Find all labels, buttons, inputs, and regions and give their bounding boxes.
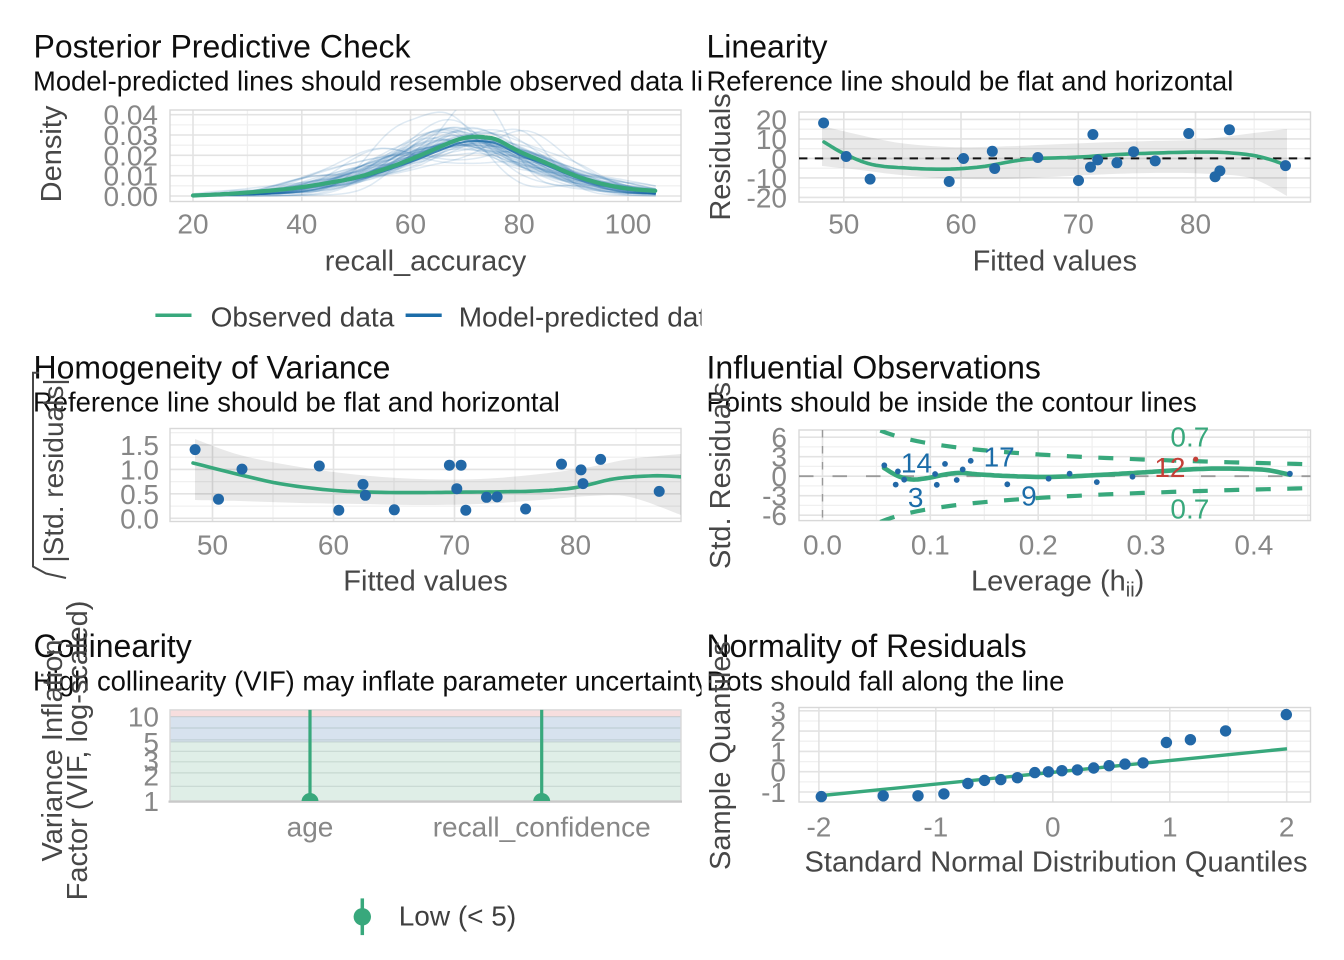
svg-text:0.04: 0.04: [104, 100, 159, 131]
svg-text:6: 6: [771, 422, 787, 453]
svg-text:0: 0: [770, 757, 786, 788]
svg-text:80: 80: [504, 209, 535, 240]
svg-text:3: 3: [143, 746, 159, 777]
svg-text:5: 5: [143, 727, 159, 758]
svg-text:2: 2: [143, 761, 159, 792]
svg-text:0.02: 0.02: [104, 140, 159, 171]
svg-text:100: 100: [605, 209, 652, 240]
svg-text:9: 9: [1021, 481, 1037, 512]
svg-text:Model-predicted data: Model-predicted data: [459, 302, 722, 333]
svg-text:-20: -20: [747, 182, 787, 213]
svg-text:0.00: 0.00: [104, 181, 159, 212]
svg-text:1.0: 1.0: [120, 454, 159, 485]
svg-text:0.0: 0.0: [803, 530, 842, 561]
svg-text:20: 20: [177, 209, 208, 240]
svg-text:Collinearity: Collinearity: [34, 628, 192, 664]
svg-text:40: 40: [286, 209, 317, 240]
svg-text:1: 1: [143, 786, 159, 817]
svg-text:3: 3: [771, 442, 787, 473]
svg-text:Low (< 5): Low (< 5): [399, 901, 517, 932]
svg-text:50: 50: [197, 530, 228, 561]
svg-text:0.7: 0.7: [1170, 422, 1209, 453]
svg-text:Homogeneity of Variance: Homogeneity of Variance: [34, 350, 391, 386]
svg-text:Std. Residuals: Std. Residuals: [705, 382, 737, 569]
svg-text:Points should be inside the co: Points should be inside the contour line…: [707, 387, 1197, 418]
svg-text:Normality of Residuals: Normality of Residuals: [707, 628, 1027, 664]
svg-text:-1: -1: [761, 777, 786, 808]
svg-text:14: 14: [901, 448, 932, 479]
svg-text:70: 70: [1063, 209, 1094, 240]
svg-text:60: 60: [945, 209, 976, 240]
svg-text:80: 80: [1180, 209, 1211, 240]
svg-text:age: age: [287, 812, 334, 843]
svg-text:3: 3: [770, 696, 786, 727]
svg-text:0.2: 0.2: [1019, 530, 1058, 561]
svg-text:1: 1: [770, 736, 786, 767]
svg-text:0.5: 0.5: [120, 479, 159, 510]
svg-text:60: 60: [395, 209, 426, 240]
svg-text:Residuals: Residuals: [705, 93, 737, 220]
svg-text:0: 0: [771, 143, 787, 174]
svg-text:High collinearity (VIF) may in: High collinearity (VIF) may inflate para…: [33, 666, 709, 697]
svg-text:Sample Quantiles: Sample Quantiles: [705, 641, 737, 870]
svg-text:3: 3: [908, 482, 924, 513]
svg-text:0.03: 0.03: [104, 120, 159, 151]
svg-text:Dots should fall along the lin: Dots should fall along the line: [707, 666, 1065, 697]
svg-text:2: 2: [770, 716, 786, 747]
svg-text:0.01: 0.01: [104, 161, 159, 192]
svg-text:1.5: 1.5: [120, 430, 159, 461]
svg-text:0: 0: [1045, 812, 1061, 843]
svg-text:Fitted values: Fitted values: [973, 246, 1137, 278]
svg-text:12: 12: [1154, 452, 1185, 483]
svg-text:|Std. residuals|: |Std. residuals|: [38, 378, 69, 562]
svg-text:recall_confidence: recall_confidence: [433, 812, 651, 843]
svg-text:0.3: 0.3: [1127, 530, 1166, 561]
svg-text:50: 50: [828, 209, 859, 240]
svg-text:10: 10: [756, 124, 787, 155]
svg-text:Variance Inflation: Variance Inflation: [37, 640, 69, 862]
svg-text:1: 1: [1162, 812, 1178, 843]
svg-text:0: 0: [771, 461, 787, 492]
svg-text:Linearity: Linearity: [707, 29, 828, 65]
svg-text:Reference line should be flat: Reference line should be flat and horizo…: [707, 66, 1234, 97]
svg-text:Leverage (hii): Leverage (hii): [971, 566, 1144, 602]
svg-text:-3: -3: [762, 481, 787, 512]
svg-text:Fitted values: Fitted values: [343, 566, 507, 598]
svg-text:-6: -6: [762, 500, 787, 531]
svg-text:Influential Observations: Influential Observations: [707, 350, 1041, 386]
svg-text:2: 2: [1279, 812, 1295, 843]
svg-text:Reference line should be flat: Reference line should be flat and horizo…: [33, 387, 560, 418]
svg-text:0.0: 0.0: [120, 503, 159, 534]
svg-text:Density: Density: [36, 105, 68, 202]
svg-text:0.1: 0.1: [911, 530, 950, 561]
svg-text:70: 70: [439, 530, 470, 561]
svg-text:60: 60: [318, 530, 349, 561]
svg-text:-1: -1: [923, 812, 948, 843]
svg-text:-10: -10: [747, 163, 787, 194]
svg-text:17: 17: [984, 442, 1015, 473]
svg-text:Standard Normal Distribution Q: Standard Normal Distribution Quantiles: [805, 846, 1308, 878]
svg-text:recall_accuracy: recall_accuracy: [325, 246, 527, 278]
svg-text:-2: -2: [806, 812, 831, 843]
svg-text:0.7: 0.7: [1170, 493, 1209, 524]
svg-text:Observed data: Observed data: [211, 302, 395, 333]
svg-text:Posterior Predictive Check: Posterior Predictive Check: [34, 29, 412, 65]
svg-text:Model-predicted lines should r: Model-predicted lines should resemble ob…: [33, 66, 747, 97]
svg-text:0.4: 0.4: [1234, 530, 1273, 561]
svg-text:Factor (VIF, log-scaled): Factor (VIF, log-scaled): [62, 601, 94, 901]
svg-text:80: 80: [560, 530, 591, 561]
svg-text:20: 20: [756, 104, 787, 135]
svg-text:10: 10: [128, 702, 159, 733]
